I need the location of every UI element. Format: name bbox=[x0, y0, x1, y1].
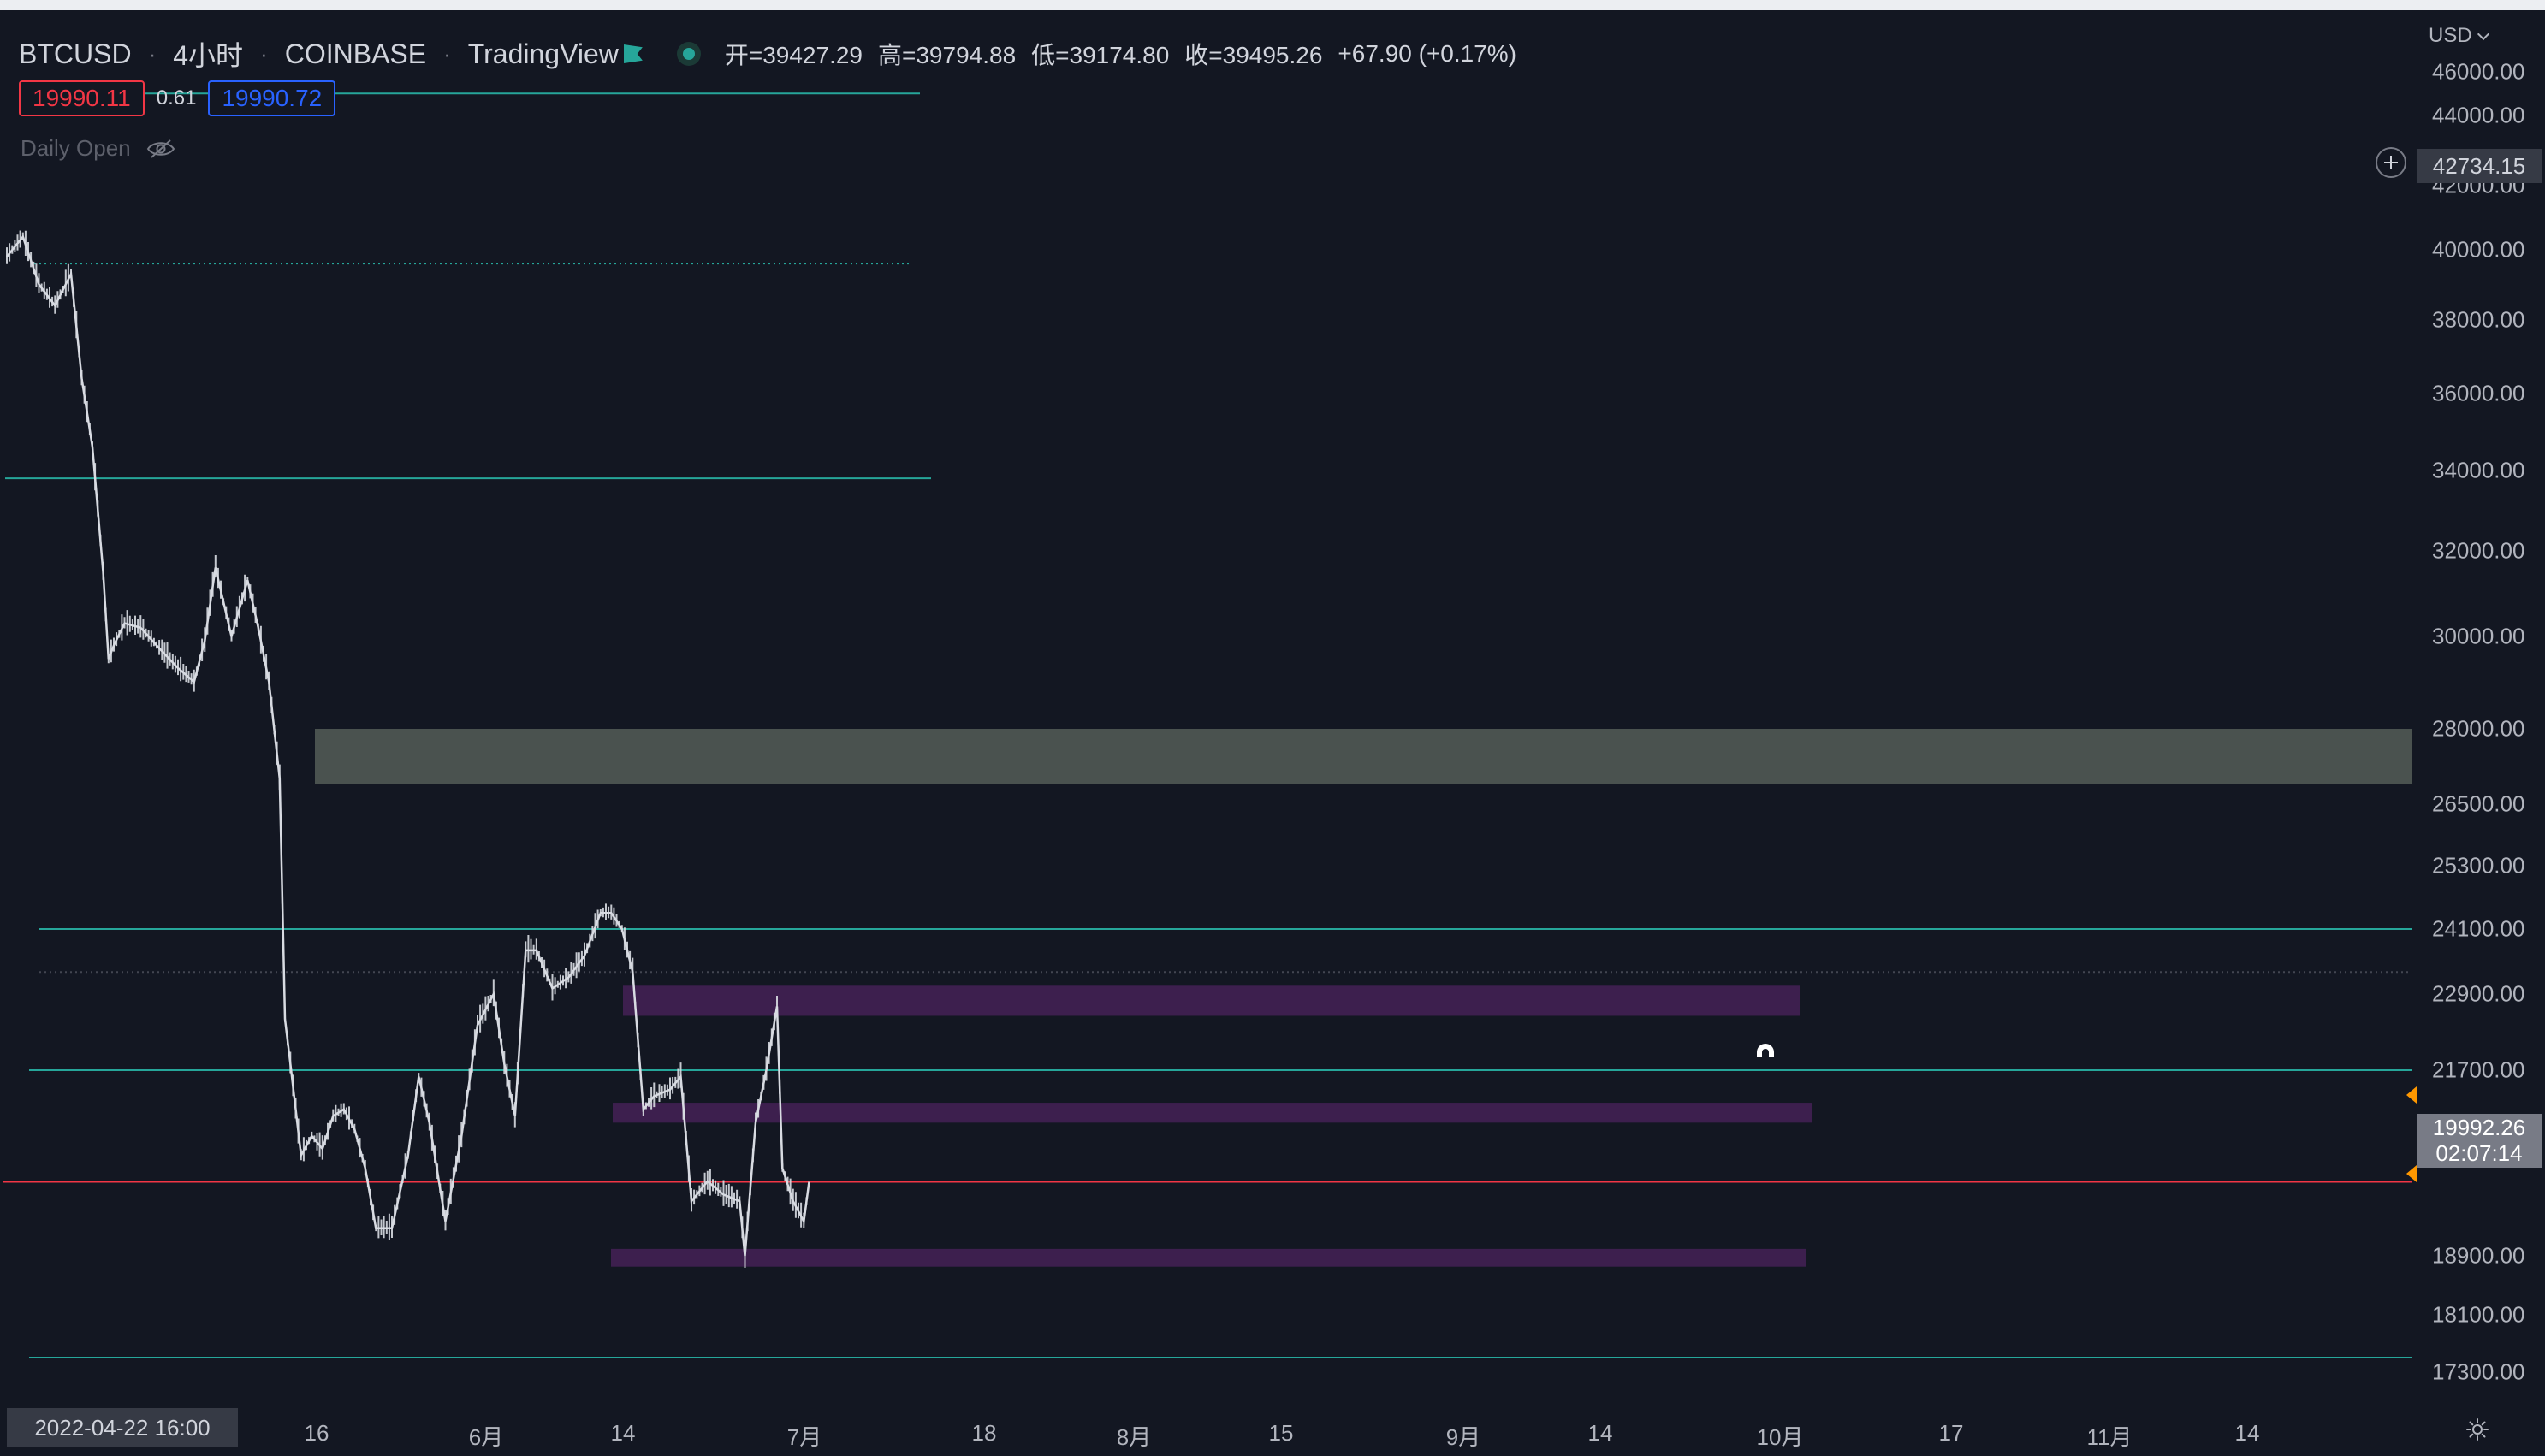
time-tick: 6月 bbox=[468, 1424, 504, 1450]
window-top-strip bbox=[0, 0, 2545, 10]
bar-countdown: 02:07:14 bbox=[2435, 1140, 2523, 1166]
ohlc-low: 低=39174.80 bbox=[1031, 42, 1170, 68]
price-tick: 38000.00 bbox=[2432, 306, 2525, 333]
time-tick: 15 bbox=[1268, 1420, 1294, 1446]
eye-crossed-icon[interactable] bbox=[146, 139, 175, 159]
live-dot-icon bbox=[676, 42, 701, 66]
price-tick: 26500.00 bbox=[2432, 790, 2525, 817]
time-tick: 14 bbox=[610, 1420, 636, 1446]
price-tick: 17300.00 bbox=[2432, 1358, 2525, 1385]
last-price: 19992.26 bbox=[2432, 1115, 2526, 1140]
exchange-label: COINBASE bbox=[284, 38, 427, 69]
price-zone bbox=[623, 985, 1800, 1016]
ohlc-change: +67.90 (+0.17%) bbox=[1338, 40, 1517, 67]
hover-price-label: 42734.15 bbox=[2417, 149, 2542, 183]
time-tick: 17 bbox=[1938, 1420, 1964, 1446]
price-tick: 18900.00 bbox=[2432, 1242, 2525, 1269]
price-series-line bbox=[6, 234, 810, 1257]
indicator-name[interactable]: Daily Open bbox=[21, 135, 131, 161]
spread-value: 0.61 bbox=[156, 86, 197, 109]
time-tick: 14 bbox=[2234, 1420, 2260, 1446]
trade-buttons: 19990.11 0.61 19990.72 bbox=[19, 80, 336, 116]
time-tick: 8月 bbox=[1116, 1424, 1152, 1450]
price-chart[interactable] bbox=[0, 10, 2413, 1405]
price-tick: 30000.00 bbox=[2432, 623, 2525, 649]
interval-label[interactable]: 4小时 bbox=[173, 40, 244, 71]
chevron-down-icon bbox=[2477, 27, 2489, 41]
price-tick: 28000.00 bbox=[2432, 715, 2525, 742]
alert-marker-bottom[interactable] bbox=[2406, 1165, 2417, 1182]
sell-button[interactable]: 19990.11 bbox=[19, 80, 145, 116]
price-zone bbox=[611, 1248, 1806, 1267]
price-tick: 36000.00 bbox=[2432, 380, 2525, 406]
scale-settings bbox=[2413, 1405, 2545, 1456]
price-tick: 22900.00 bbox=[2432, 980, 2525, 1007]
time-tick: 9月 bbox=[1445, 1424, 1481, 1450]
time-tick: 14 bbox=[1587, 1420, 1613, 1446]
price-zone bbox=[315, 729, 2412, 784]
magnet-icon[interactable] bbox=[1753, 1040, 1778, 1066]
time-tick: 18 bbox=[971, 1420, 997, 1446]
price-scale[interactable]: USD 46000.00 44000.00 42000.00 40000.00 3800… bbox=[2406, 10, 2545, 1442]
price-tick: 18100.00 bbox=[2432, 1301, 2525, 1328]
chart-pane[interactable]: BTCUSD · 4小时 · COINBASE · TradingView 开=… bbox=[0, 10, 2413, 1405]
currency-selector[interactable]: USD bbox=[2429, 24, 2489, 48]
price-zone bbox=[613, 1103, 1812, 1123]
price-tick: 24100.00 bbox=[2432, 915, 2525, 942]
indicator-legend[interactable]: Daily Open bbox=[21, 135, 175, 162]
buy-button[interactable]: 19990.72 bbox=[208, 80, 336, 116]
price-tick: 25300.00 bbox=[2432, 852, 2525, 879]
time-tick: 16 bbox=[304, 1420, 329, 1446]
flag-icon[interactable] bbox=[623, 44, 643, 63]
price-tick: 46000.00 bbox=[2432, 58, 2525, 85]
price-tick: 34000.00 bbox=[2432, 457, 2525, 483]
source-label: TradingView bbox=[467, 38, 619, 69]
price-tick: 44000.00 bbox=[2432, 102, 2525, 128]
alert-marker-top[interactable] bbox=[2406, 1086, 2417, 1104]
ohlc-open: 开=39427.29 bbox=[724, 42, 863, 68]
ohlc-close: 收=39495.26 bbox=[1184, 42, 1323, 68]
time-tick: 10月 bbox=[1756, 1424, 1804, 1450]
price-tick: 32000.00 bbox=[2432, 537, 2525, 564]
time-tick: 11月 bbox=[2086, 1424, 2133, 1450]
last-price-label: 19992.26 02:07:14 bbox=[2417, 1114, 2542, 1168]
symbol-name[interactable]: BTCUSD bbox=[19, 38, 132, 69]
gear-icon[interactable] bbox=[2465, 1417, 2490, 1442]
ohlc-high: 高=39794.88 bbox=[878, 42, 1017, 68]
price-tick: 21700.00 bbox=[2432, 1056, 2525, 1083]
crosshair-date-label: 2022-04-22 16:00 bbox=[7, 1408, 238, 1447]
price-tick: 40000.00 bbox=[2432, 236, 2525, 263]
time-tick: 7月 bbox=[786, 1424, 822, 1450]
plus-circle-icon[interactable] bbox=[2376, 147, 2406, 178]
symbol-legend: BTCUSD · 4小时 · COINBASE · TradingView 开=… bbox=[19, 34, 1532, 74]
time-scale[interactable]: 16 6月 14 7月 18 8月 15 9月 14 10月 17 11月 14 2022-04-22 … bbox=[0, 1405, 2413, 1456]
